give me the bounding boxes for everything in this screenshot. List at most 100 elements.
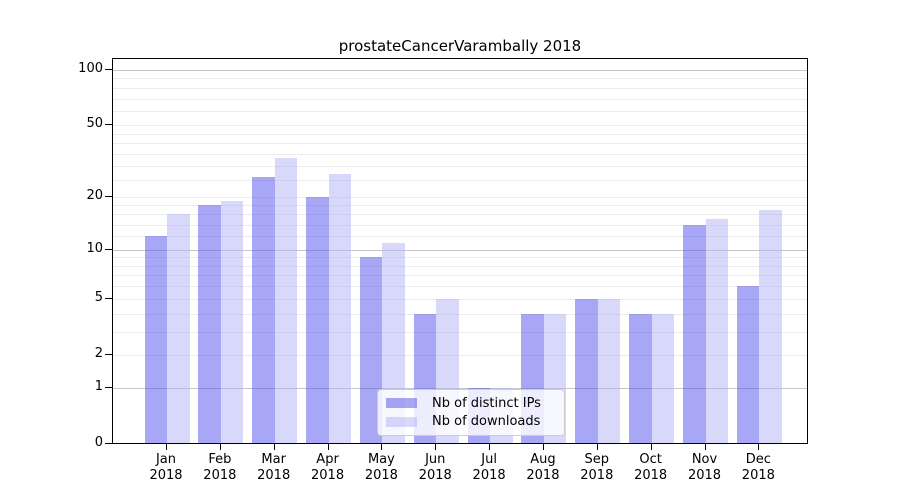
gridline-9 [113,257,807,259]
x-tick-jun [435,444,437,450]
y-tick-label-10: 10 [86,240,103,256]
x-tick-label-may: May 2018 [353,452,409,484]
bar-downloads-nov [705,219,728,443]
x-tick-mar [273,444,275,450]
gridline-25 [113,179,807,181]
year-label: 2018 [634,468,668,483]
y-tick-1 [105,386,112,388]
year-label: 2018 [687,468,722,483]
y-tick-50 [105,124,112,126]
gridline-14 [113,224,807,226]
bar-ips-feb [198,205,221,443]
y-tick-label-0: 0 [94,435,103,450]
month-label: Nov [691,452,718,467]
month-label: Sep [584,452,610,467]
year-label: 2018 [526,468,560,483]
gridline-100 [113,70,807,71]
x-tick-label-apr: Apr 2018 [300,452,356,484]
legend-label-downloads: Nb of downloads [432,414,541,430]
year-label: 2018 [257,468,291,483]
x-tick-nov [704,444,706,450]
x-tick-dec [758,444,760,450]
gridline-16 [113,214,807,216]
year-label: 2018 [741,468,775,483]
gridline-5 [113,298,807,300]
y-tick-label-50: 50 [86,116,103,132]
y-tick-0 [105,443,112,444]
y-tick-label-100: 100 [78,61,103,76]
chart-title: prostateCancerVarambally 2018 [338,37,582,55]
gridline-45 [113,133,807,135]
month-label: Oct [639,452,662,467]
gridline-6 [113,286,807,288]
plot-area [112,58,808,444]
legend-swatch-downloads [386,416,417,427]
y-tick-label-20: 20 [86,188,103,204]
bar-ips-mar [252,176,275,443]
year-label: 2018 [364,468,398,483]
x-tick-label-sep: Sep 2018 [569,452,625,484]
y-tick-label-1: 1 [94,378,103,394]
y-tick-10 [105,248,112,250]
month-label: Feb [208,452,232,467]
y-tick-label-2: 2 [94,345,103,361]
x-tick-jan [166,444,167,450]
bar-downloads-mar [274,158,298,443]
x-tick-label-jun: Jun 2018 [407,452,463,484]
bar-downloads-apr [328,173,352,443]
x-tick-may [381,444,383,450]
month-label: Jul [481,452,497,467]
gridline-60 [113,110,807,112]
bar-ips-jan [144,236,167,443]
gridline-90 [113,78,807,80]
gridline-80 [113,87,807,89]
x-tick-jul [489,444,491,450]
bar-downloads-jan [167,214,190,443]
year-label: 2018 [472,468,506,483]
bar-ips-oct [629,313,652,443]
x-tick-label-nov: Nov 2018 [677,452,733,484]
gridline-18 [113,205,807,207]
bar-ips-sep [575,298,598,443]
year-label: 2018 [311,468,345,483]
year-label: 2018 [580,468,614,483]
month-label: Jun [425,452,446,467]
y-tick-2 [105,353,112,355]
gridline-70 [113,98,807,100]
y-tick-label-5: 5 [94,289,103,305]
x-tick-feb [219,444,221,450]
bar-ips-may [359,257,383,443]
x-tick-oct [650,444,652,450]
gridline-2 [113,354,807,356]
x-tick-label-aug: Aug 2018 [515,452,571,484]
x-tick-apr [327,444,329,450]
x-tick-sep [596,444,598,450]
y-tick-20 [105,196,112,198]
gridline-12 [113,236,807,238]
month-label: Jan [155,452,177,467]
month-label: Mar [261,452,286,467]
bar-downloads-feb [220,201,244,443]
x-tick-label-mar: Mar 2018 [246,452,302,484]
y-tick-5 [105,297,112,299]
x-tick-label-feb: Feb 2018 [192,452,248,484]
x-tick-label-jul: Jul 2018 [461,452,517,484]
year-label: 2018 [203,468,237,483]
gridline-50 [113,125,807,127]
legend: Nb of distinct IPs Nb of downloads [377,389,565,436]
gridline-10 [113,249,807,251]
y-tick-100 [105,69,112,70]
month-label: Aug [530,452,556,467]
bar-downloads-oct [651,313,675,443]
legend-item-downloads: Nb of downloads [386,414,556,429]
legend-swatch-ips [386,398,417,409]
year-label: 2018 [418,468,452,483]
bar-ips-dec [736,286,760,443]
x-tick-label-jan: Jan 2018 [138,452,194,484]
gridline-8 [113,265,807,267]
gridline-30 [113,165,807,167]
gridline-20 [113,197,807,199]
month-label: Dec [745,452,771,467]
bar-ips-apr [306,197,329,443]
